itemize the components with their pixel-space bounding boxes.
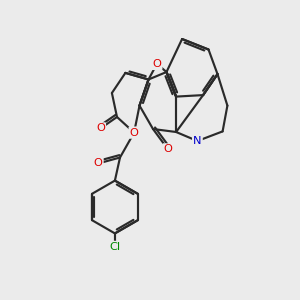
- Text: O: O: [94, 158, 103, 169]
- Text: O: O: [130, 128, 139, 138]
- Text: O: O: [96, 123, 105, 134]
- Text: N: N: [193, 136, 202, 146]
- Text: O: O: [152, 59, 161, 69]
- Text: Cl: Cl: [109, 242, 121, 252]
- Text: O: O: [164, 144, 172, 154]
